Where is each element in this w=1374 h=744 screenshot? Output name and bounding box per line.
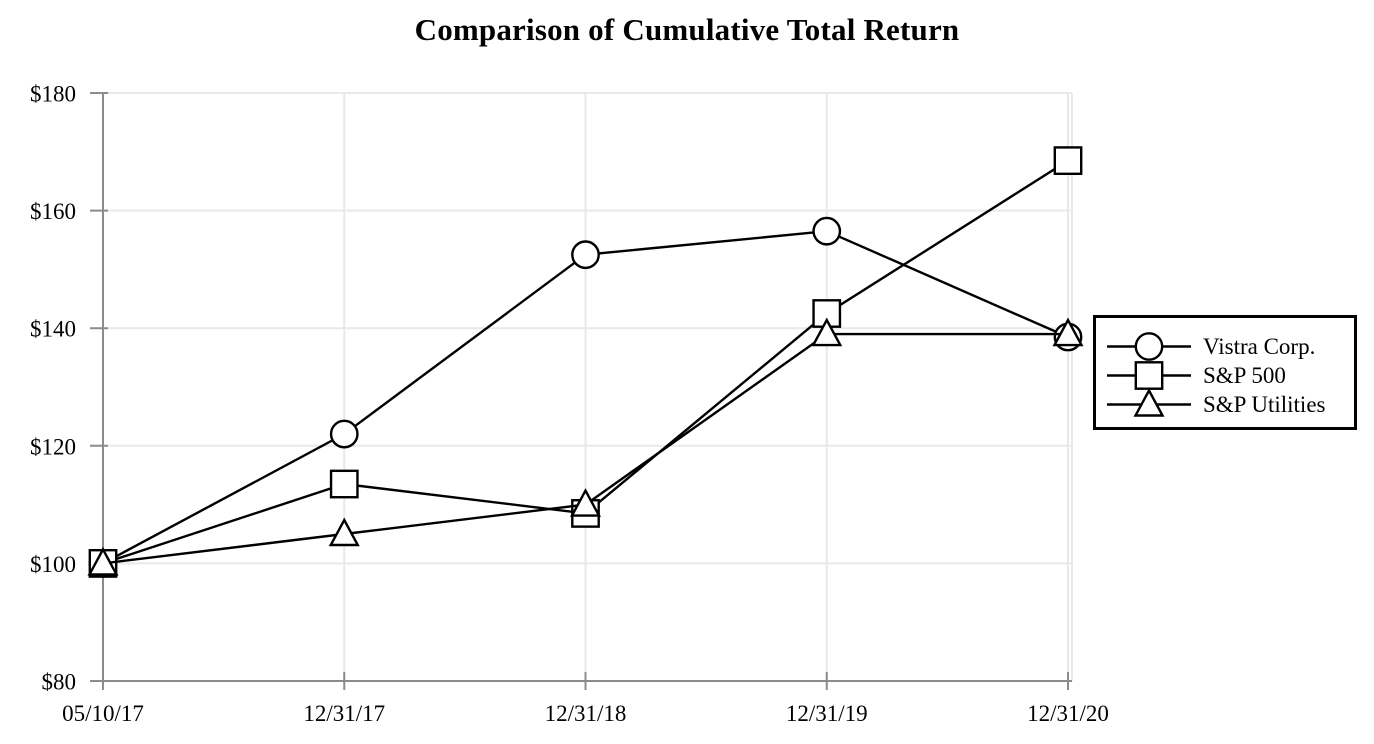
legend-item-sp-500: S&P 500 — [1107, 361, 1354, 390]
y-tick-label: $80 — [42, 670, 77, 695]
axes — [90, 92, 1072, 690]
axis-labels: $80 $100 $120 $140 $160 $180 05/10/17 12/31/17 1… — [30, 82, 1109, 727]
legend-label: Vistra Corp. — [1203, 333, 1316, 359]
y-tick-label: $160 — [30, 199, 76, 224]
legend-item-sp-utilities: S&P Utilities — [1107, 387, 1354, 419]
x-tick-label: 05/10/17 — [62, 701, 144, 726]
triangle-marker-icon — [1107, 387, 1191, 417]
legend: Vistra Corp. S&P 500 S&P Utilities — [1093, 315, 1357, 430]
x-tick-label: 12/31/20 — [1027, 701, 1109, 726]
legend-item-vistra-corp: Vistra Corp. — [1107, 332, 1354, 361]
series-s-p-utilities — [87, 317, 1084, 576]
gridlines — [103, 92, 1073, 681]
y-tick-label: $100 — [30, 552, 76, 577]
x-tick-label: 12/31/19 — [786, 701, 868, 726]
circle-marker-icon — [1107, 332, 1191, 361]
legend-label: S&P 500 — [1203, 362, 1286, 388]
x-tick-label: 12/31/18 — [545, 701, 627, 726]
x-tick-label: 12/31/17 — [303, 701, 385, 726]
y-tick-label: $140 — [30, 317, 76, 342]
chart-title: Comparison of Cumulative Total Return — [414, 12, 960, 47]
y-tick-label: $180 — [30, 82, 76, 107]
y-tick-label: $120 — [30, 434, 76, 459]
square-marker-icon — [1107, 361, 1191, 390]
legend-label: S&P Utilities — [1203, 391, 1326, 417]
